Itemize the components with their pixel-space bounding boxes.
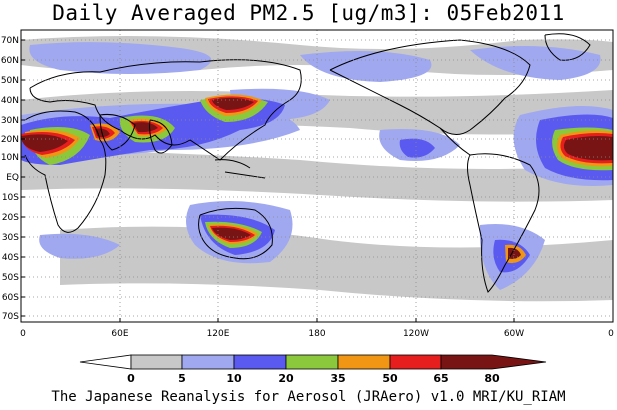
lon-label: 0 [20,329,26,339]
colorbar-label: 0 [127,372,135,385]
lat-label: 20S [2,213,19,223]
colorbar-label: 65 [433,372,448,385]
colorbar-segment [285,354,339,370]
lat-label: 10N [1,153,19,163]
concentration-field [21,30,613,322]
colorbar-labels: 0 5 10 20 35 50 65 80 [127,372,500,385]
lat-label: 40S [2,253,19,263]
lat-label: 70S [2,312,19,322]
colorbar-segment [130,354,183,370]
lon-label: 60E [111,329,128,339]
axis-ticks [21,39,515,322]
lon-label: 60W [504,329,524,339]
colorbar-segment [440,354,547,370]
colorbar-label: 80 [484,372,500,385]
colorbar [79,354,547,370]
colorbar-segment [79,354,132,370]
lon-label: 120W [403,329,429,339]
map-title: Daily Averaged PM2.5 [ug/m3]: 05Feb2011 [52,1,565,25]
lat-label: 30N [1,116,19,126]
lon-label: 0 [608,329,614,339]
lat-label: 60N [1,56,19,66]
lat-label: 50S [2,273,19,283]
colorbar-segment [389,354,442,370]
colorbar-label: 35 [330,372,345,385]
colorbar-label: 5 [178,372,186,385]
lon-label: 120E [207,329,230,339]
lon-label: 180 [308,329,325,339]
credit-line: The Japanese Reanalysis for Aerosol (JRA… [51,389,566,405]
colorbar-label: 50 [382,372,398,385]
grid-lines [21,30,613,322]
lat-label: 70N [1,36,19,46]
lat-label: 10S [2,193,19,203]
lat-label: EQ [6,173,19,183]
lon-labels: 0 60E 120E 180 120W 60W 0 [20,329,614,339]
coastlines [24,33,591,293]
lat-label: 30S [2,233,19,243]
lat-label: 50N [1,76,19,86]
lat-label: 60S [2,293,19,303]
colorbar-label: 20 [278,372,294,385]
field-level-80-plus [21,97,613,259]
lat-label: 40N [1,96,19,106]
colorbar-segment [233,354,287,370]
colorbar-label: 10 [226,372,242,385]
colorbar-segment [181,354,235,370]
lat-labels: 70N 60N 50N 40N 30N 20N 10N EQ 10S 20S 3… [1,36,19,322]
colorbar-segment [337,354,391,370]
lat-label: 20N [1,135,19,145]
